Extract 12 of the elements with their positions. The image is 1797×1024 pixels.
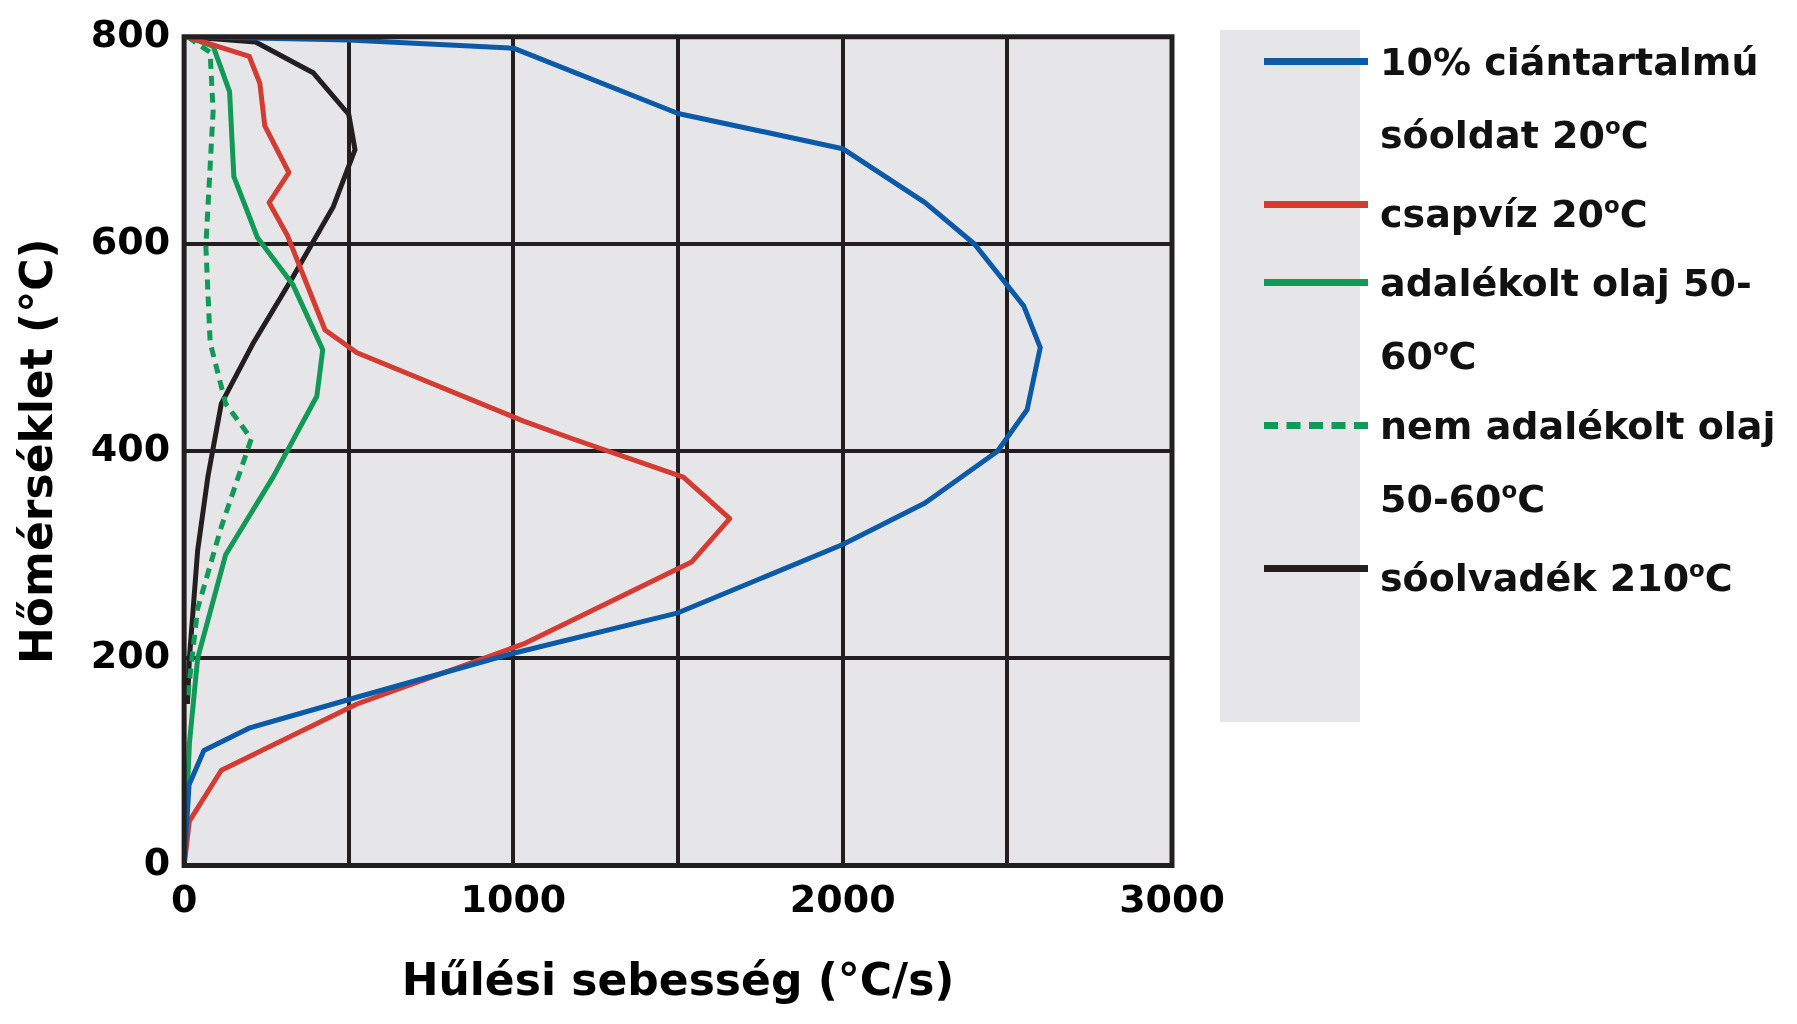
legend-label: csapvíz 20$^{o}$C: [1380, 190, 1649, 238]
y-tick-label: 600: [90, 218, 171, 263]
y-tick-label: 0: [143, 840, 171, 885]
y-tick-label: 400: [90, 426, 171, 471]
x-tick-label: 2000: [789, 877, 896, 922]
y-axis-title: Hőmérséklet (°C): [10, 238, 62, 664]
x-tick-label: 3000: [1119, 877, 1225, 922]
y-tick-label: 800: [90, 11, 171, 56]
x-tick-label: 1000: [460, 877, 567, 922]
legend-label: sóolvadék 210$^{o}$C: [1380, 554, 1734, 602]
x-axis-title: Hűlési sebesség (°C/s): [401, 954, 955, 1006]
y-tick-label: 200: [90, 633, 171, 678]
